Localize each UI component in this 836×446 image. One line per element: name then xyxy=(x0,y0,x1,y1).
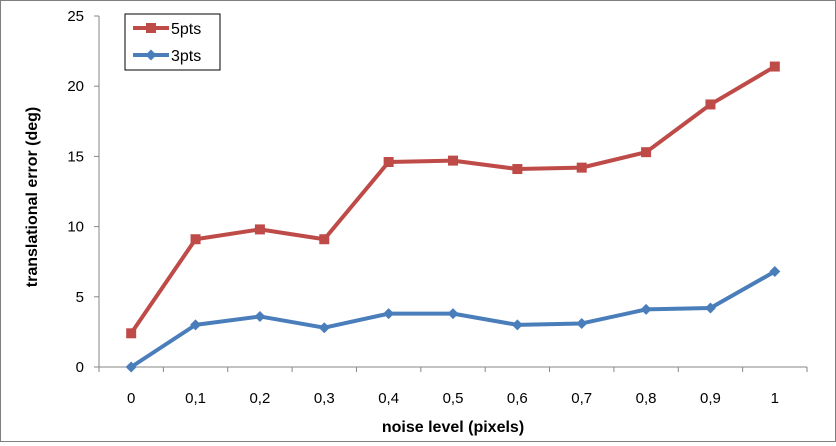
series-line xyxy=(129,64,776,335)
data-point xyxy=(704,302,716,314)
data-point xyxy=(447,308,459,320)
y-tick-label: 10 xyxy=(67,219,84,236)
data-point xyxy=(576,317,588,329)
legend-label: 3pts xyxy=(171,48,201,65)
x-axis-title: noise level (pixels) xyxy=(382,419,524,436)
x-tick-label: 0,1 xyxy=(185,390,206,407)
data-point xyxy=(576,162,587,173)
x-tick-label: 0,8 xyxy=(636,390,657,407)
legend-item: 5pts xyxy=(133,21,201,38)
data-point xyxy=(769,266,781,278)
data-point xyxy=(383,157,394,168)
data-point xyxy=(126,328,137,339)
series-3pts xyxy=(125,266,781,373)
y-tick-label: 25 xyxy=(67,8,84,25)
y-tick-label: 0 xyxy=(76,359,84,376)
x-tick-label: 0,3 xyxy=(314,390,335,407)
legend-box xyxy=(124,13,221,71)
legend-label: 5pts xyxy=(171,21,201,38)
data-point xyxy=(705,99,716,110)
series-line xyxy=(130,269,776,369)
x-tick-label: 0,9 xyxy=(700,390,721,407)
data-point xyxy=(190,319,202,331)
y-axis: 0 5 10 15 20 25 xyxy=(67,8,100,376)
data-point xyxy=(640,303,652,315)
legend: 5pts 3pts xyxy=(124,13,221,71)
data-point xyxy=(254,310,266,322)
y-axis-title: translational error (deg) xyxy=(24,107,41,287)
x-tick-label: 0,7 xyxy=(571,390,592,407)
data-point xyxy=(125,361,137,373)
legend-marker xyxy=(145,49,157,61)
data-point xyxy=(190,234,201,245)
series-5pts xyxy=(126,61,780,339)
data-point xyxy=(512,164,523,175)
x-axis: 0 0,1 0,2 0,3 0,4 0,5 0,6 0,7 0,8 0,9 1 xyxy=(98,366,808,407)
data-point xyxy=(319,234,330,245)
legend-marker xyxy=(146,23,156,33)
x-tick-label: 0,4 xyxy=(378,390,399,407)
data-point xyxy=(318,322,330,334)
y-tick-label: 5 xyxy=(76,289,84,306)
x-tick-label: 0 xyxy=(127,390,135,407)
data-point xyxy=(448,155,458,166)
data-point xyxy=(641,147,652,158)
legend-item: 3pts xyxy=(133,48,201,65)
x-tick-label: 0,5 xyxy=(443,390,464,407)
y-tick-label: 15 xyxy=(67,148,84,165)
series-area xyxy=(125,61,781,373)
data-point xyxy=(383,308,395,320)
data-point xyxy=(254,224,265,235)
y-tick-label: 20 xyxy=(67,78,84,95)
x-tick-label: 0,2 xyxy=(249,390,270,407)
data-point xyxy=(511,319,523,331)
data-point xyxy=(769,61,780,72)
x-tick-label: 1 xyxy=(771,390,779,407)
x-tick-label: 0,6 xyxy=(507,390,528,407)
